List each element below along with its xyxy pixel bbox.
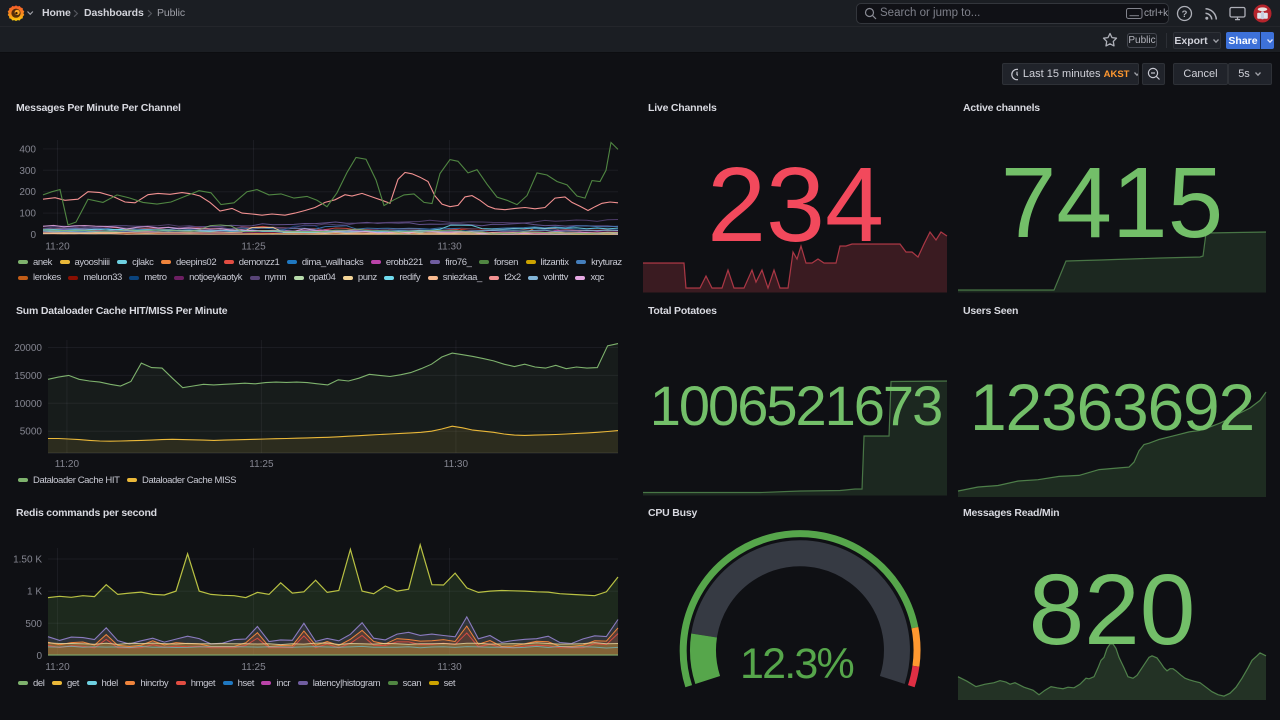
svg-text:11:25: 11:25 — [241, 242, 266, 253]
svg-text:15000: 15000 — [14, 371, 42, 382]
svg-text:11:25: 11:25 — [249, 459, 274, 470]
svg-text:1.50 K: 1.50 K — [13, 555, 42, 566]
svg-text:400: 400 — [19, 144, 36, 155]
svg-text:11:25: 11:25 — [241, 662, 266, 673]
svg-text:11:20: 11:20 — [45, 242, 70, 253]
svg-text:500: 500 — [25, 619, 42, 630]
svg-text:300: 300 — [19, 166, 36, 177]
svg-text:11:20: 11:20 — [55, 459, 80, 470]
svg-text:11:30: 11:30 — [444, 459, 469, 470]
svg-text:20000: 20000 — [14, 343, 42, 354]
svg-text:11:30: 11:30 — [437, 242, 462, 253]
svg-text:11:20: 11:20 — [45, 662, 70, 673]
svg-text:0: 0 — [36, 651, 42, 662]
svg-text:1 K: 1 K — [27, 587, 42, 598]
svg-text:10000: 10000 — [14, 399, 42, 410]
svg-text:100: 100 — [19, 209, 36, 220]
svg-text:0: 0 — [30, 230, 36, 241]
svg-text:200: 200 — [19, 187, 36, 198]
svg-text:5000: 5000 — [20, 427, 43, 438]
svg-text:11:30: 11:30 — [437, 662, 462, 673]
svg-text:?: ? — [1182, 9, 1188, 20]
